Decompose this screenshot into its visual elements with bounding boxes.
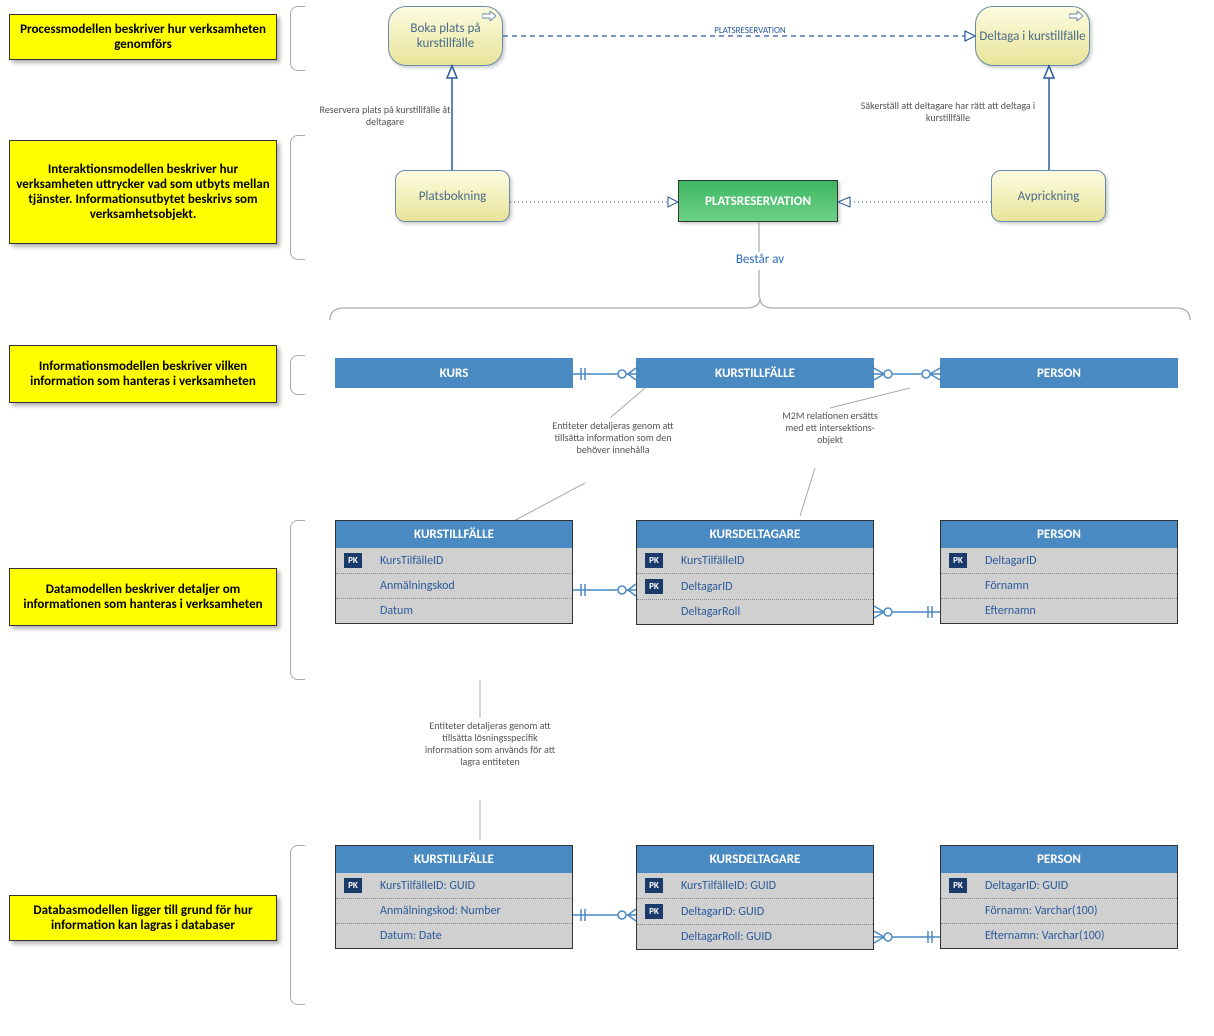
db-field: DeltagarID: GUID [985, 879, 1068, 893]
brace-1 [290, 6, 305, 71]
box-avprickning: Avprickning [991, 170, 1106, 222]
note-information-model: Informationsmodellen beskriver vilken in… [9, 345, 277, 403]
entity-kurstillfalle: KURSTILLFÄLLE [636, 358, 874, 388]
box-platsbokning: Platsbokning [395, 170, 510, 222]
dm-field: DeltagarRoll [681, 605, 740, 619]
rel-kurstillfalle-person [874, 366, 940, 382]
dm-field: KursTilfälleID [380, 554, 443, 568]
pk-badge: PK [645, 579, 663, 594]
entity-kurs: KURS [335, 358, 573, 388]
arrow-avprickning-green [838, 195, 991, 209]
arrow-platsbokning-green [510, 195, 678, 209]
brace-4 [290, 520, 305, 680]
db-field: Förnamn: Varchar(100) [985, 904, 1097, 918]
dm-field: Anmälningskod [380, 579, 455, 593]
dm-field: Efternamn [985, 604, 1036, 618]
process-deltaga: Deltaga i kurstillfälle [975, 6, 1090, 66]
dm-field: DeltagarID [681, 580, 733, 594]
label-platsreservation-top: PLATSRESERVATION [690, 26, 810, 37]
label-bestar-av: Består av [720, 252, 800, 267]
dm-kurstillfalle: KURSTILLFÄLLE PK KursTilfälleID Anmälning… [335, 520, 573, 624]
db-header: KURSDELTAGARE [637, 846, 873, 873]
db-kursdeltagare: KURSDELTAGARE PK KursTilfälleID: GUID PK D… [636, 845, 874, 950]
db-header: PERSON [941, 846, 1177, 873]
db-field: DeltagarID: GUID [681, 905, 764, 919]
dm-field: DeltagarID [985, 554, 1037, 568]
db-kurstillfalle: KURSTILLFÄLLE PK KursTilfälleID: GUID Anm… [335, 845, 573, 949]
dm-header: KURSTILLFÄLLE [336, 521, 572, 548]
note-database-model: Databasmodellen ligger till grund för hu… [9, 895, 277, 941]
annot-entiteter-losning: Entiteter detaljeras genom att tillsätta… [420, 720, 560, 768]
db-field: Datum: Date [380, 929, 442, 943]
note-interaction-model: Interaktionsmodellen beskriver hur verks… [9, 140, 277, 244]
db-field: Efternamn: Varchar(100) [985, 929, 1105, 943]
db-person: PERSON PK DeltagarID: GUID Förnamn: Varch… [940, 845, 1178, 949]
entity-person: PERSON [940, 358, 1178, 388]
db-field: KursTilfälleID: GUID [380, 879, 475, 893]
dm-field: Datum [380, 604, 413, 618]
db-field: KursTilfälleID: GUID [681, 879, 776, 893]
rel-db-2 [874, 929, 940, 945]
pk-badge: PK [949, 553, 967, 568]
note-data-model: Datamodellen beskriver detaljer om infor… [9, 568, 277, 626]
db-field: Anmälningskod: Number [380, 904, 501, 918]
label-reservera-plats: Reservera plats på kurstillfälle åt delt… [300, 104, 470, 128]
dm-header: PERSON [941, 521, 1177, 548]
dm-field: Förnamn [985, 579, 1029, 593]
pk-badge: PK [645, 878, 663, 893]
annot-m2m: M2M relationen ersätts med ett intersekt… [775, 410, 885, 446]
arrow-avprickning-up [1042, 66, 1056, 170]
arrow-icon [1069, 11, 1083, 21]
rel-dm-2 [874, 604, 940, 620]
rel-db-1 [573, 907, 636, 923]
process-boka-plats: Boka plats på kurstillfälle [388, 6, 503, 66]
guide-line-2 [800, 388, 920, 516]
pk-badge: PK [645, 553, 663, 568]
brace-3 [290, 355, 305, 395]
dm-header: KURSDELTAGARE [637, 521, 873, 548]
pk-badge: PK [949, 878, 967, 893]
arrow-icon [482, 11, 496, 21]
rel-dm-1 [573, 582, 636, 598]
rel-kurs-kurstillfalle [573, 366, 636, 382]
dm-person: PERSON PK DeltagarID Förnamn Efternamn [940, 520, 1178, 624]
brace-2 [290, 135, 305, 260]
dm-kursdeltagare: KURSDELTAGARE PK KursTilfälleID PK Deltaga… [636, 520, 874, 625]
note-process-model: Processmodellen beskriver hur verksamhet… [9, 14, 277, 60]
db-header: KURSTILLFÄLLE [336, 846, 572, 873]
dm-field: KursTilfälleID [681, 554, 744, 568]
pk-badge: PK [344, 553, 362, 568]
brace-5 [290, 845, 305, 1005]
wide-brace [330, 298, 1190, 320]
label-sakerstall-deltagare: Säkerställ att deltagare har rätt att de… [853, 100, 1043, 124]
db-field: DeltagarRoll: GUID [681, 930, 772, 944]
pk-badge: PK [645, 904, 663, 919]
pk-badge: PK [344, 878, 362, 893]
box-platsreservation-green: PLATSRESERVATION [678, 180, 838, 222]
annot-entiteter-detaljeras: Entiteter detaljeras genom att tillsätta… [548, 420, 678, 456]
